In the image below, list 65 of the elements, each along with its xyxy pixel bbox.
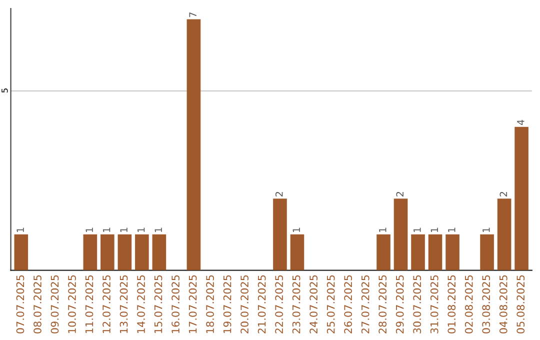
x-tick-label: 05.08.2025 (516, 275, 525, 334)
data-label: 1 (430, 228, 438, 232)
x-tick-label: 03.08.2025 (482, 275, 490, 334)
data-label: 7 (189, 12, 196, 18)
bar (514, 126, 528, 270)
x-tick-label: 07.07.2025 (16, 275, 24, 334)
bar (118, 234, 132, 270)
data-label: 2 (275, 192, 283, 196)
data-label: 1 (292, 228, 300, 232)
x-tick-label: 28.07.2025 (378, 275, 387, 334)
x-tick-label: 04.08.2025 (499, 275, 508, 334)
data-label: 1 (120, 228, 128, 232)
bar (428, 234, 442, 270)
bar (497, 198, 512, 270)
y-tick-label: 5 (2, 88, 8, 92)
x-tick-label: 25.07.2025 (326, 275, 335, 334)
x-tick-label: 02.08.2025 (464, 275, 473, 334)
x-tick-label: 19.07.2025 (223, 275, 232, 333)
bar (411, 234, 425, 270)
x-tick-label: 21.07.2025 (258, 275, 266, 334)
x-tick-label: 24.07.2025 (310, 275, 318, 334)
data-label: 1 (379, 228, 386, 232)
data-label: 1 (103, 228, 110, 232)
data-label: 2 (396, 192, 404, 196)
data-label: 2 (500, 192, 507, 196)
data-label: 1 (138, 228, 145, 232)
x-tick-label: 15.07.2025 (154, 275, 162, 333)
x-tick-label: 11.07.2025 (85, 275, 94, 333)
data-label: 4 (517, 120, 524, 125)
x-tick-label: 31.07.2025 (430, 275, 438, 334)
x-tick-label: 01.08.2025 (448, 275, 456, 334)
x-tick-label: 17.07.2025 (188, 275, 197, 333)
x-tick-label: 20.07.2025 (240, 275, 248, 334)
data-label: 1 (482, 228, 490, 232)
bar (480, 234, 494, 270)
data-label: 1 (154, 228, 162, 232)
x-tick-label: 12.07.2025 (102, 275, 110, 333)
bar (14, 234, 28, 270)
bar (152, 234, 166, 270)
bar (376, 234, 390, 270)
bar (446, 234, 460, 270)
x-tick-label: 22.07.2025 (275, 275, 283, 334)
x-tick-label: 27.07.2025 (361, 275, 370, 334)
bar (186, 19, 201, 270)
bar (273, 198, 287, 270)
bar (394, 198, 408, 270)
data-label: 1 (86, 228, 93, 232)
x-tick-label: 13.07.2025 (120, 275, 128, 333)
x-tick-label: 08.07.2025 (34, 275, 42, 334)
x-tick-label: 18.07.2025 (206, 275, 214, 333)
x-tick-label: 23.07.2025 (292, 275, 300, 334)
x-tick-label: 16.07.2025 (172, 275, 180, 333)
data-label: 1 (16, 228, 24, 232)
bar (290, 234, 304, 270)
data-label: 1 (414, 228, 421, 232)
x-tick-label: 26.07.2025 (344, 275, 352, 334)
x-tick-label: 29.07.2025 (396, 275, 404, 334)
bar (100, 234, 114, 270)
bar (135, 234, 149, 270)
bar (83, 234, 98, 270)
x-tick-label: 14.07.2025 (137, 275, 145, 333)
x-tick-label: 10.07.2025 (68, 275, 76, 333)
x-tick-label: 30.07.2025 (413, 275, 422, 334)
x-tick-label: 09.07.2025 (50, 275, 59, 334)
data-label: 1 (448, 228, 456, 232)
